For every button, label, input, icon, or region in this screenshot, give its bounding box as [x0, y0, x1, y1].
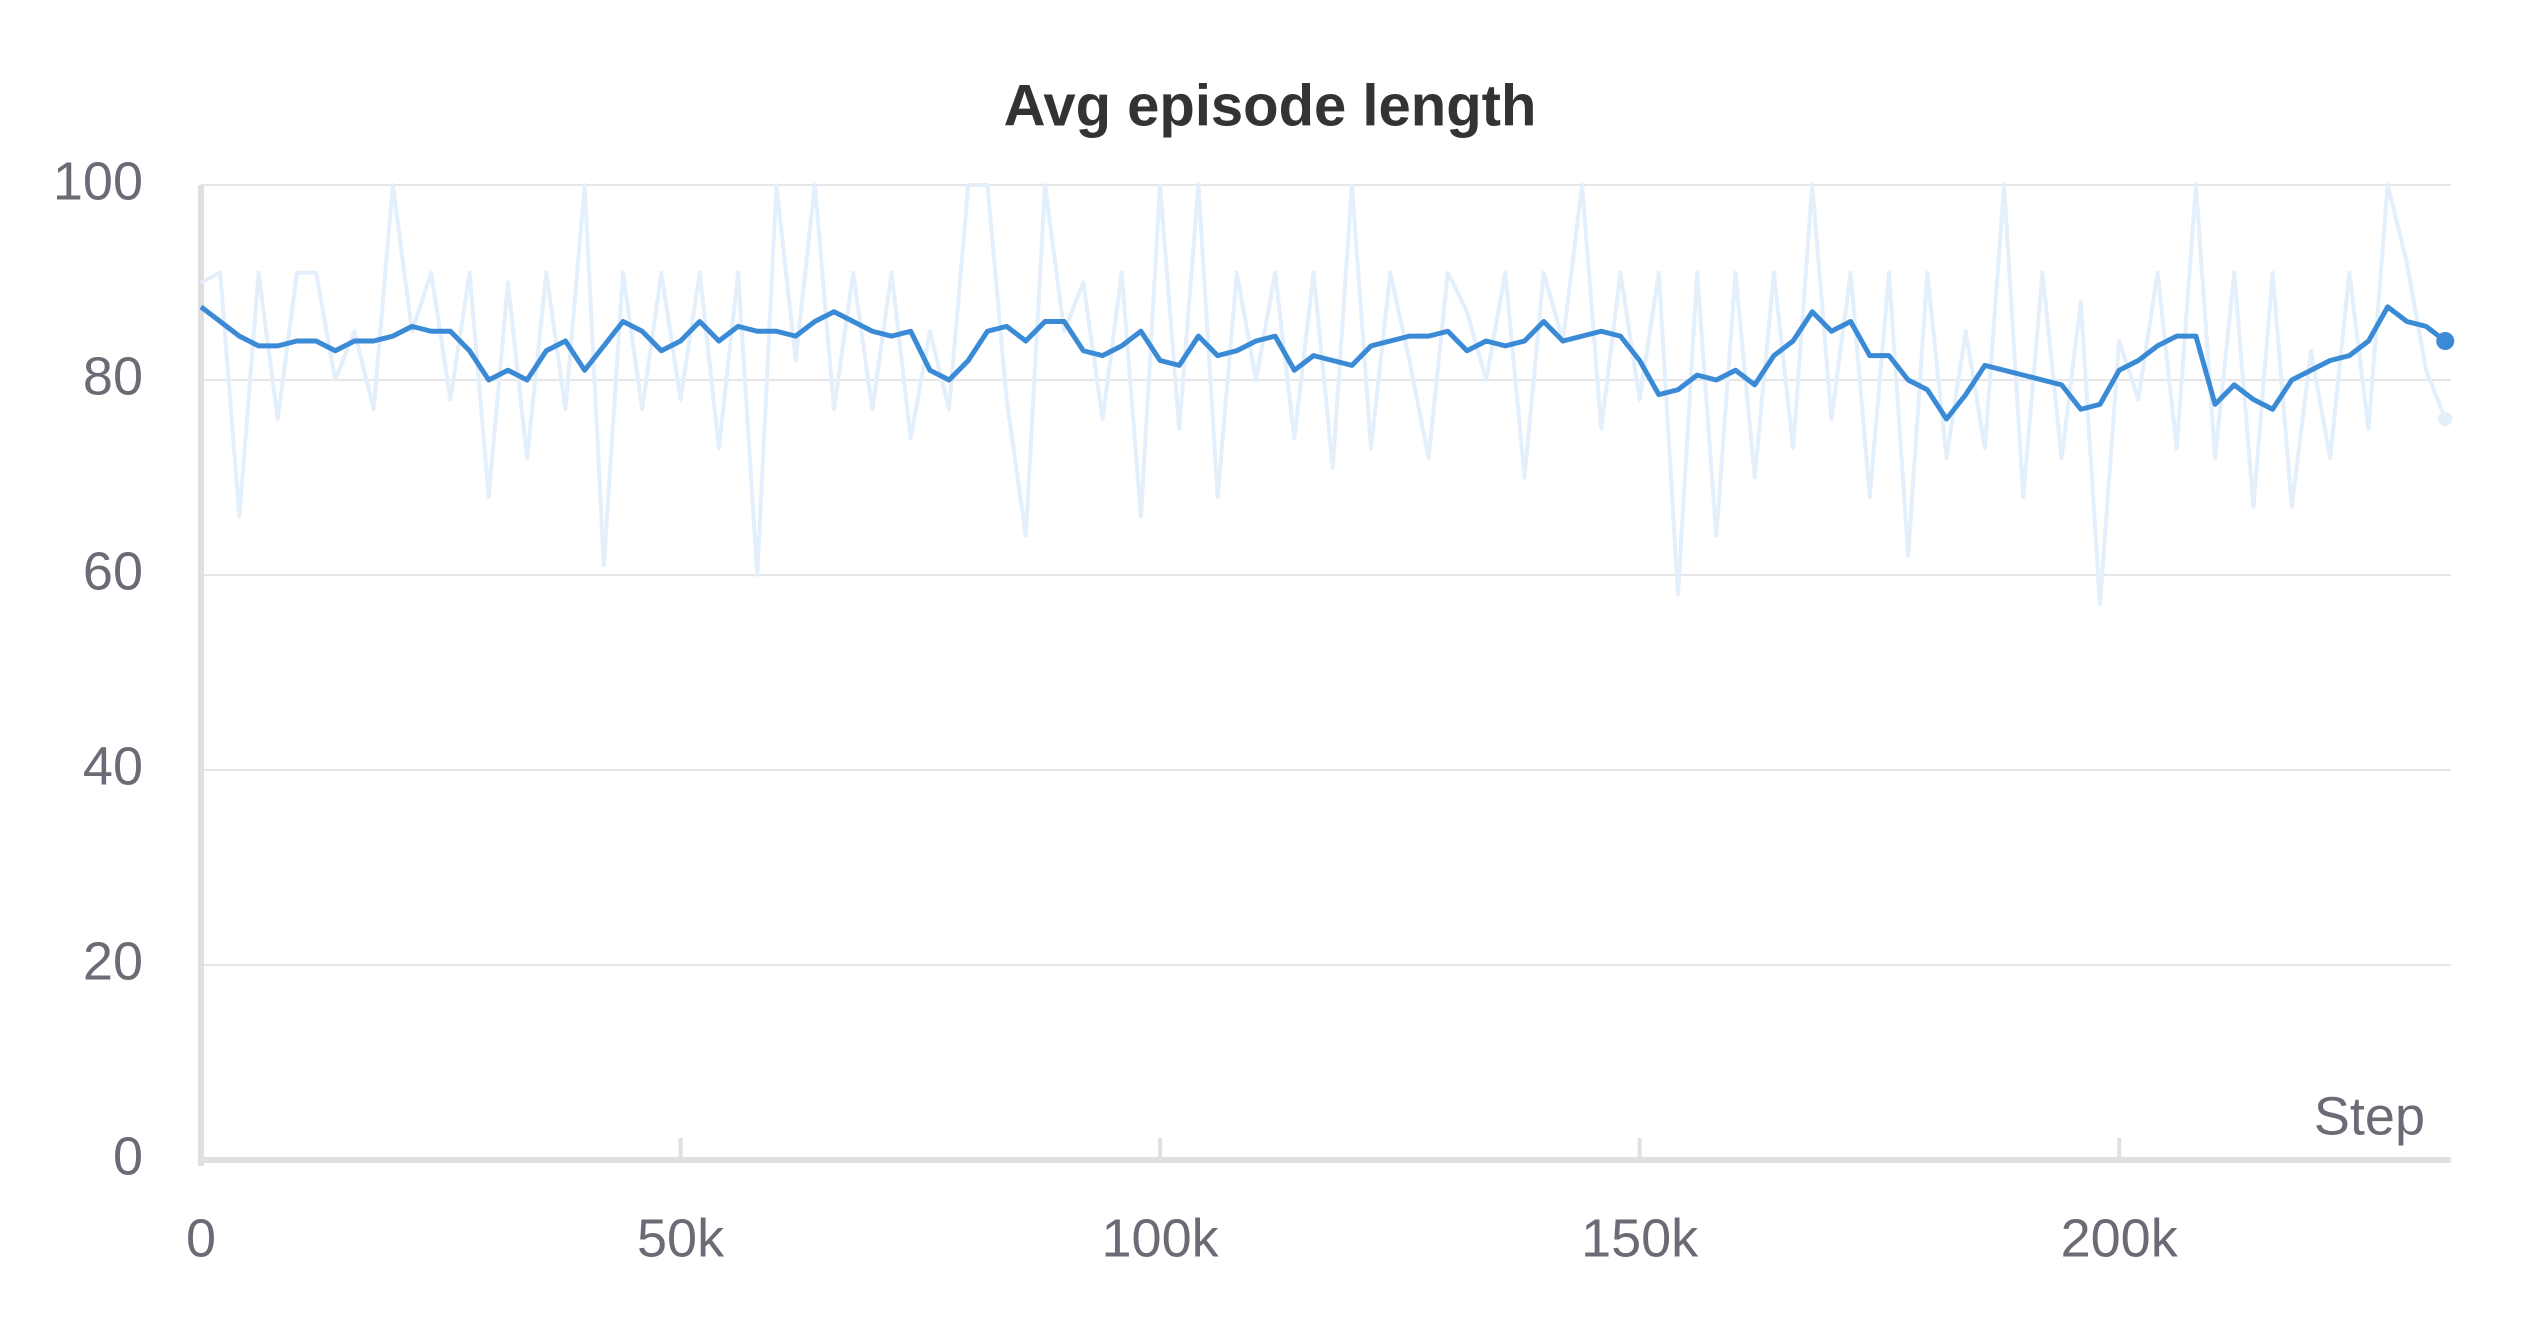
x-tick-label: 0: [186, 1208, 216, 1268]
line-series: [200, 183, 2448, 607]
y-tick-label: 60: [83, 541, 143, 601]
line-series: [199, 304, 2447, 422]
y-tick-label: 80: [83, 346, 143, 406]
end-marker: [2438, 412, 2453, 426]
x-tick-label: 50k: [637, 1208, 725, 1268]
chart-title: Avg episode length: [1004, 73, 1537, 138]
x-tick-label: 200k: [2061, 1208, 2179, 1268]
end-marker: [2436, 332, 2455, 350]
x-tick-label: 100k: [1102, 1208, 1220, 1268]
y-tick-label: 40: [83, 736, 143, 796]
y-tick-label: 0: [113, 1126, 143, 1186]
y-tick-label: 20: [83, 931, 143, 991]
x-tick-label: 150k: [1581, 1208, 1699, 1268]
x-axis-label: Step: [2314, 1086, 2425, 1146]
y-tick-label: 100: [53, 151, 143, 211]
